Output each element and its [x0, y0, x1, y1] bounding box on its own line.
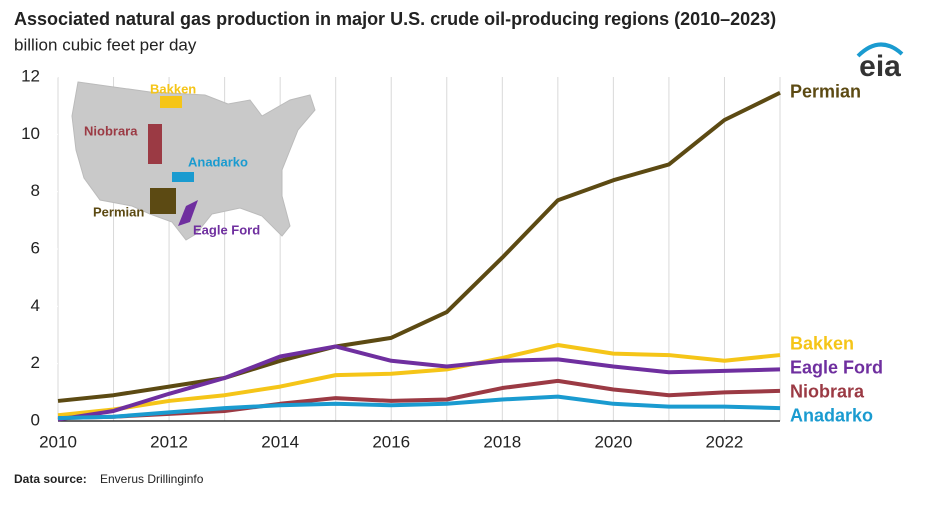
x-tick-label: 2022 — [706, 432, 744, 451]
series-line — [57, 343, 781, 418]
legend-label: Anadarko — [790, 406, 873, 426]
eagle-ford-region — [178, 200, 198, 226]
source-text: Enverus Drillinginfo — [100, 472, 204, 486]
y-tick-label: 12 — [21, 66, 40, 85]
plot-area: 2010 2012 2014 2016 2018 2020 2022 0 2 4 6 8 10 12 Per… — [21, 66, 883, 451]
x-tick-label: 2020 — [594, 432, 632, 451]
legend-label: Niobrara — [790, 382, 865, 402]
map-label: Anadarko — [188, 154, 248, 169]
x-tick-label: 2018 — [483, 432, 521, 451]
map-label: Bakken — [150, 81, 196, 96]
map-label: Niobrara — [84, 123, 138, 138]
y-tick-label: 6 — [31, 238, 40, 257]
x-tick-label: 2014 — [261, 432, 299, 451]
logo-swoosh — [856, 42, 904, 58]
chart-subtitle: billion cubic feet per day — [14, 35, 197, 54]
y-tick-label: 8 — [31, 181, 40, 200]
inset-map: Bakken Niobrara Anadarko Permian Eagle F… — [71, 81, 316, 241]
bakken-region — [160, 96, 182, 108]
niobrara-region — [148, 124, 162, 164]
permian-region — [150, 188, 176, 214]
y-tick-label: 10 — [21, 124, 40, 143]
series-line — [57, 344, 781, 422]
y-tick-label: 0 — [31, 410, 40, 429]
x-tick-label: 2012 — [150, 432, 188, 451]
us-map — [71, 81, 316, 241]
x-tick-label: 2016 — [372, 432, 410, 451]
chart-title: Associated natural gas production in maj… — [14, 9, 776, 29]
x-tick-label: 2010 — [39, 432, 77, 451]
series-line — [57, 394, 781, 421]
legend-label: Bakken — [790, 334, 854, 354]
source-label: Data source: — [14, 472, 87, 486]
series-line — [57, 90, 781, 403]
map-label: Eagle Ford — [193, 222, 260, 237]
map-label: Permian — [93, 204, 144, 219]
legend-label: Permian — [790, 82, 861, 102]
y-tick-label: 2 — [31, 353, 40, 372]
y-tick-label: 4 — [31, 296, 40, 315]
legend-label: Eagle Ford — [790, 358, 883, 378]
anadarko-region — [172, 172, 194, 182]
logo: eia — [859, 50, 901, 83]
